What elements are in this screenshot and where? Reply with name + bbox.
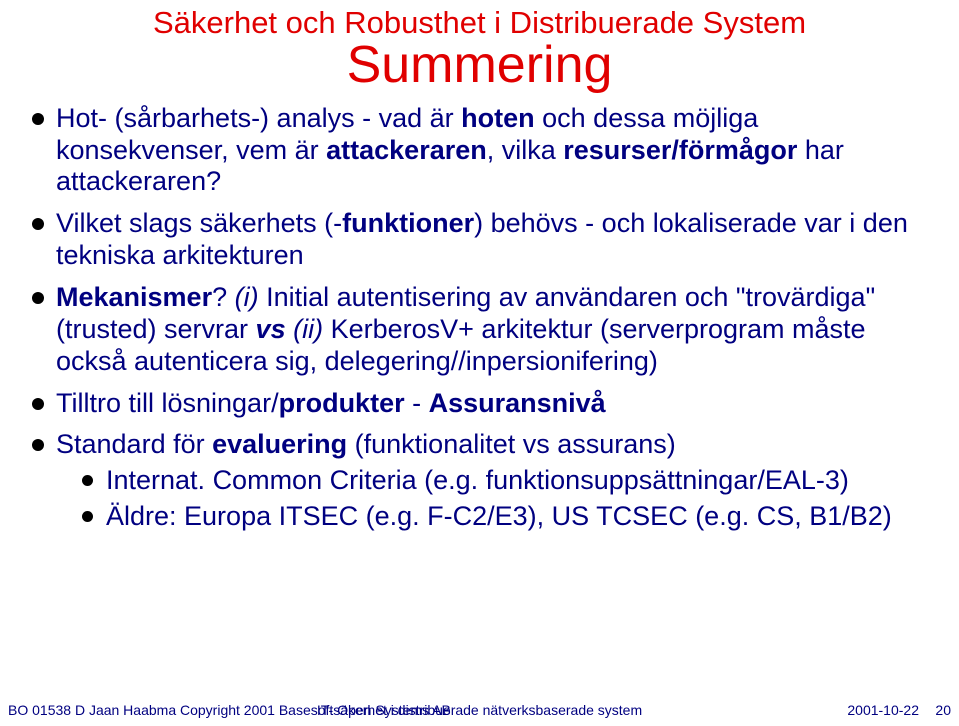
text-run: , vilka bbox=[487, 135, 564, 165]
text-run-italic: (i) bbox=[235, 282, 259, 312]
text-run-bold: funktioner bbox=[342, 208, 474, 238]
text-run-bold: Assuransnivå bbox=[429, 388, 606, 418]
text-run: (funktionalitet vs assurans) bbox=[347, 429, 676, 459]
text-run-bold: attackeraren bbox=[326, 135, 487, 165]
bullet-item-4: Tilltro till lösningar/produkter - Assur… bbox=[28, 388, 931, 420]
text-run: - bbox=[405, 388, 429, 418]
text-run: Tilltro till lösningar/ bbox=[56, 388, 279, 418]
slide-footer: BO 01538 D Jaan Haabma Copyright 2001 Ba… bbox=[0, 702, 959, 722]
text-run-bold: Mekanismer bbox=[56, 282, 212, 312]
footer-center: IT-säkerhet i distribuerade nätverksbase… bbox=[0, 702, 959, 718]
text-run: Internat. Common Criteria (e.g. funktion… bbox=[106, 465, 849, 495]
text-run: ? bbox=[212, 282, 235, 312]
footer-date: 2001-10-22 bbox=[847, 702, 919, 718]
text-run-bolditalic: vs bbox=[256, 314, 286, 344]
text-run: Vilket slags säkerhets (- bbox=[56, 208, 342, 238]
sub-bullet-item-2: Äldre: Europa ITSEC (e.g. F-C2/E3), US T… bbox=[80, 501, 931, 533]
text-run: Äldre: Europa ITSEC (e.g. F-C2/E3), US T… bbox=[106, 501, 892, 531]
bullet-item-5: Standard för evaluering (funktionalitet … bbox=[28, 429, 931, 533]
text-run: Hot- (sårbarhets-) analys - vad är bbox=[56, 103, 461, 133]
bullet-item-1: Hot- (sårbarhets-) analys - vad är hoten… bbox=[28, 103, 931, 199]
text-run bbox=[286, 314, 294, 344]
bullet-item-2: Vilket slags säkerhets (-funktioner) beh… bbox=[28, 208, 931, 272]
bullet-item-3: Mekanismer? (i) Initial autentisering av… bbox=[28, 282, 931, 378]
slide-header: Säkerhet och Robusthet i Distribuerade S… bbox=[0, 0, 959, 93]
footer-page: 20 bbox=[935, 702, 951, 718]
slide-title: Summering bbox=[0, 38, 959, 93]
sub-bullet-item-1: Internat. Common Criteria (e.g. funktion… bbox=[80, 465, 931, 497]
text-run-italic: (ii) bbox=[293, 314, 323, 344]
text-run-bold: produkter bbox=[279, 388, 405, 418]
sub-bullet-list: Internat. Common Criteria (e.g. funktion… bbox=[56, 465, 931, 533]
text-run: Standard för bbox=[56, 429, 212, 459]
bullet-list: Hot- (sårbarhets-) analys - vad är hoten… bbox=[28, 103, 931, 533]
slide-content: Hot- (sårbarhets-) analys - vad är hoten… bbox=[0, 93, 959, 533]
text-run-bold: evaluering bbox=[212, 429, 347, 459]
text-run-bold: hoten bbox=[461, 103, 535, 133]
slide-subtitle: Säkerhet och Robusthet i Distribuerade S… bbox=[0, 6, 959, 40]
text-run-bold: resurser/förmågor bbox=[563, 135, 797, 165]
slide: Säkerhet och Robusthet i Distribuerade S… bbox=[0, 0, 959, 726]
